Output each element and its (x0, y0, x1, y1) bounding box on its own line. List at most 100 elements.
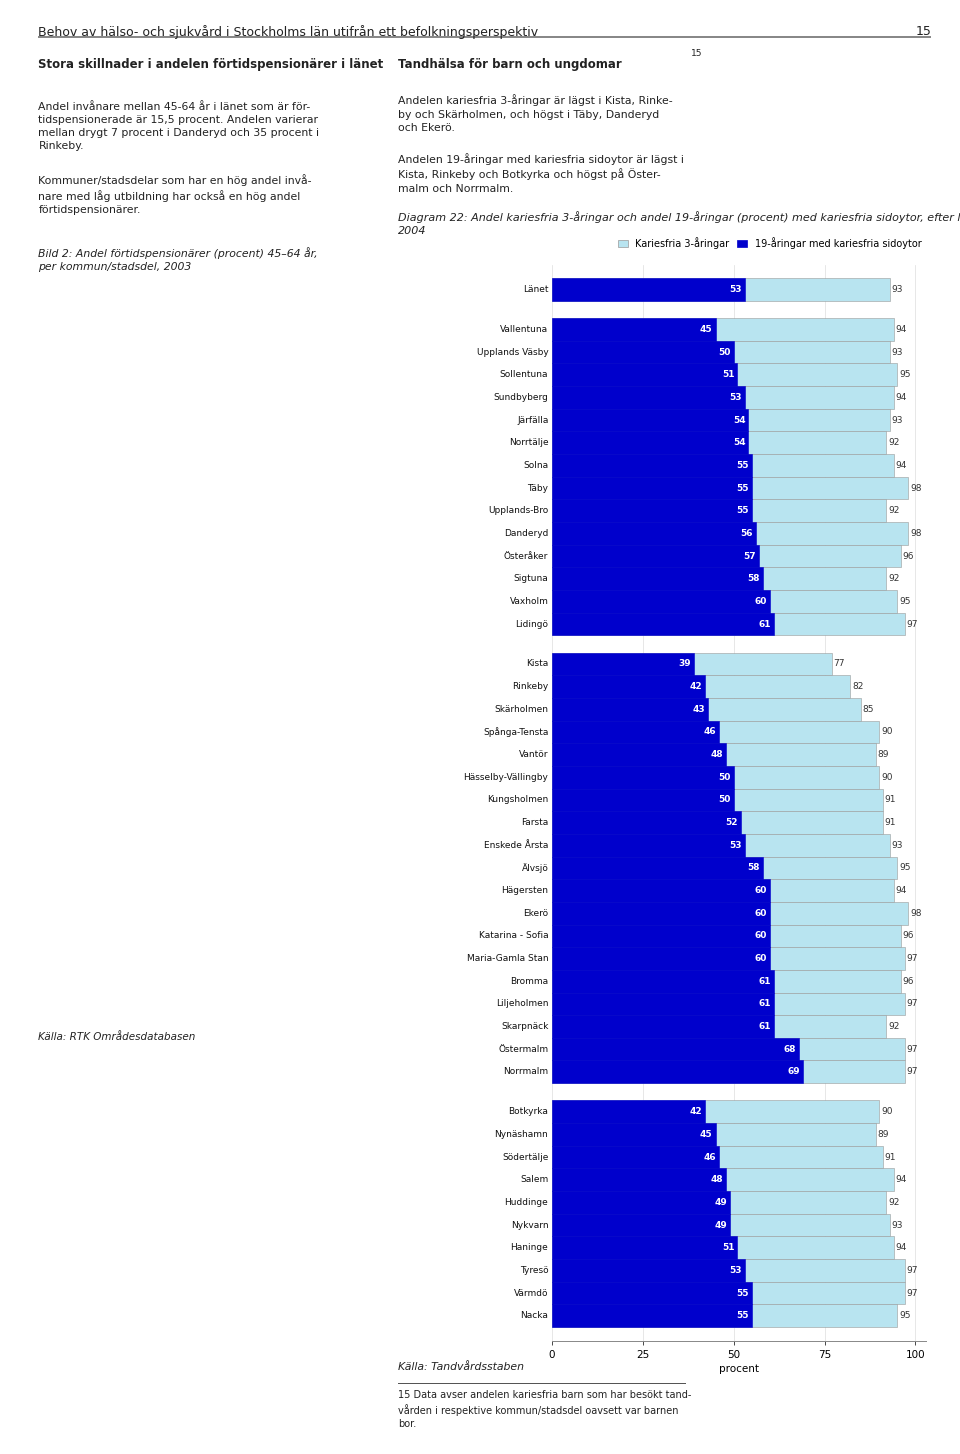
Bar (552, 1101, 705, 1122)
Text: 55: 55 (736, 461, 749, 470)
Bar (552, 1304, 898, 1328)
Text: Skarpnäck: Skarpnäck (501, 1022, 548, 1031)
Text: 91: 91 (884, 1153, 896, 1162)
Text: 93: 93 (892, 348, 903, 356)
Bar (552, 477, 908, 499)
Text: 93: 93 (892, 1220, 903, 1230)
Text: Maria-Gamla Stan: Maria-Gamla Stan (467, 954, 548, 963)
Text: 89: 89 (877, 750, 889, 759)
Text: 53: 53 (730, 840, 742, 849)
Text: 57: 57 (744, 551, 756, 561)
Text: 45: 45 (700, 1130, 712, 1138)
Text: Andelen kariesfria 3-åringar är lägst i Kista, Rinke-
by och Skärholmen, och hög: Andelen kariesfria 3-åringar är lägst i … (398, 95, 673, 132)
Text: 61: 61 (758, 977, 771, 986)
Text: 52: 52 (726, 819, 738, 827)
Text: 53: 53 (730, 1266, 742, 1275)
Text: Kommuner/stadsdelar som har en hög andel invå-
nare med låg utbildning har också: Kommuner/stadsdelar som har en hög andel… (38, 174, 312, 215)
Bar (552, 1015, 886, 1038)
Text: Värmdö: Värmdö (514, 1288, 548, 1297)
Bar (552, 1169, 894, 1191)
Text: 94: 94 (896, 885, 907, 896)
Bar (552, 522, 756, 545)
Bar (552, 1236, 894, 1259)
Bar (552, 698, 708, 721)
Text: 15: 15 (691, 49, 703, 58)
Text: Länet: Länet (523, 285, 548, 294)
Bar (552, 743, 727, 766)
Bar (552, 925, 770, 947)
Text: 77: 77 (833, 660, 845, 669)
Bar (552, 653, 694, 675)
Bar (552, 278, 890, 301)
Bar (552, 1146, 719, 1169)
Bar (552, 567, 886, 590)
Bar (552, 387, 745, 409)
Text: Vantör: Vantör (518, 750, 548, 759)
Bar (552, 1191, 886, 1214)
Bar (552, 590, 898, 612)
Text: 97: 97 (906, 1288, 918, 1297)
Text: 60: 60 (755, 932, 767, 941)
Bar (552, 522, 908, 545)
Text: Nynäshamn: Nynäshamn (494, 1130, 548, 1138)
Text: Norrtälje: Norrtälje (509, 438, 548, 448)
Text: 42: 42 (689, 1108, 702, 1117)
Text: 93: 93 (892, 285, 903, 294)
Text: 92: 92 (888, 506, 900, 515)
Text: 95: 95 (900, 1312, 911, 1320)
Text: 55: 55 (736, 506, 749, 515)
Text: Diagram 22: Andel kariesfria 3-åringar och andel 19-åringar (procent) med karies: Diagram 22: Andel kariesfria 3-åringar o… (398, 211, 960, 236)
Text: 53: 53 (730, 393, 742, 401)
Text: Ekerö: Ekerö (523, 909, 548, 917)
Text: 49: 49 (714, 1198, 728, 1207)
Text: Stora skillnader i andelen förtidspensionärer i länet: Stora skillnader i andelen förtidspensio… (38, 58, 384, 71)
Bar (552, 743, 876, 766)
Bar (552, 318, 715, 340)
Text: 92: 92 (888, 574, 900, 583)
Text: 50: 50 (718, 772, 731, 782)
Bar (552, 499, 752, 522)
Text: 60: 60 (755, 909, 767, 917)
Text: Hässelby-Vällingby: Hässelby-Vällingby (464, 772, 548, 782)
Bar (552, 947, 904, 970)
Text: 53: 53 (730, 285, 742, 294)
Text: 98: 98 (910, 484, 922, 493)
Text: Täby: Täby (527, 484, 548, 493)
Text: Hägersten: Hägersten (501, 885, 548, 896)
Text: 94: 94 (896, 1243, 907, 1252)
Bar (552, 698, 861, 721)
Bar (552, 364, 898, 387)
Text: 55: 55 (736, 1288, 749, 1297)
Text: 94: 94 (896, 461, 907, 470)
Text: 94: 94 (896, 326, 907, 334)
Text: 94: 94 (896, 393, 907, 401)
Bar (552, 788, 733, 811)
Text: 49: 49 (714, 1220, 728, 1230)
Text: Österåker: Österåker (504, 551, 548, 561)
Text: 50: 50 (718, 348, 731, 356)
Text: Liljeholmen: Liljeholmen (496, 999, 548, 1008)
Bar (552, 387, 894, 409)
Text: 90: 90 (881, 772, 893, 782)
Text: 48: 48 (711, 1175, 724, 1184)
Text: 55: 55 (736, 484, 749, 493)
Text: Tandhälsa för barn och ungdomar: Tandhälsa för barn och ungdomar (398, 58, 622, 71)
Text: 85: 85 (863, 705, 875, 714)
Text: 92: 92 (888, 438, 900, 448)
Bar (552, 1122, 876, 1146)
Bar (552, 788, 883, 811)
Bar (552, 675, 850, 698)
Text: Farsta: Farsta (521, 819, 548, 827)
Text: 95: 95 (900, 598, 911, 606)
Text: 46: 46 (704, 727, 716, 737)
Text: Andel invånare mellan 45-64 år i länet som är för-
tidspensionerade är 15,5 proc: Andel invånare mellan 45-64 år i länet s… (38, 102, 320, 151)
Bar (552, 1015, 774, 1038)
Text: 60: 60 (755, 954, 767, 963)
Text: 95: 95 (900, 864, 911, 872)
Text: 58: 58 (748, 864, 760, 872)
Bar (552, 545, 759, 567)
Text: 92: 92 (888, 1022, 900, 1031)
Text: 54: 54 (732, 416, 745, 425)
Text: Vallentuna: Vallentuna (500, 326, 548, 334)
Text: Haninge: Haninge (511, 1243, 548, 1252)
